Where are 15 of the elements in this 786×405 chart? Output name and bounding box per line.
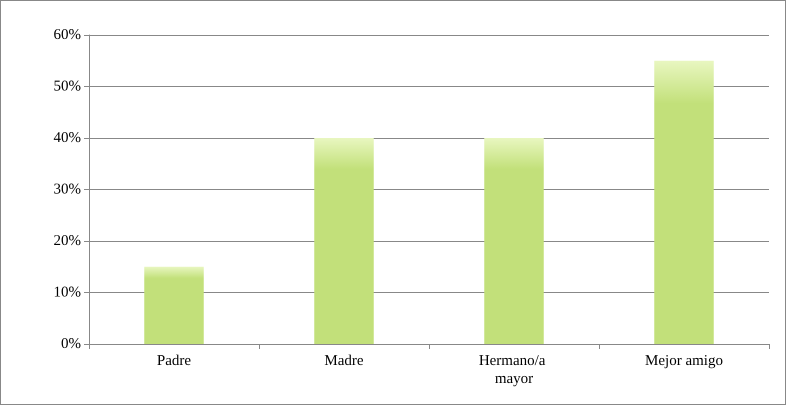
- y-tick-label: 10%: [54, 284, 81, 300]
- bar: [144, 266, 204, 344]
- y-tick-label: 0%: [61, 336, 81, 352]
- x-tick-label: Madre: [324, 353, 364, 369]
- bar: [484, 138, 544, 344]
- x-tick-label: Padre: [156, 353, 192, 369]
- y-tick-label: 60%: [54, 27, 81, 43]
- bar: [654, 60, 714, 344]
- y-tick-label: 50%: [54, 78, 81, 94]
- y-tick-label: 40%: [54, 130, 81, 146]
- bar: [314, 138, 374, 344]
- y-tick-label: 30%: [54, 182, 81, 198]
- x-tick-label: Hermano/a mayor: [478, 353, 550, 387]
- x-tick-label: Mejor amigo: [645, 353, 723, 369]
- y-tick-label: 20%: [54, 233, 81, 249]
